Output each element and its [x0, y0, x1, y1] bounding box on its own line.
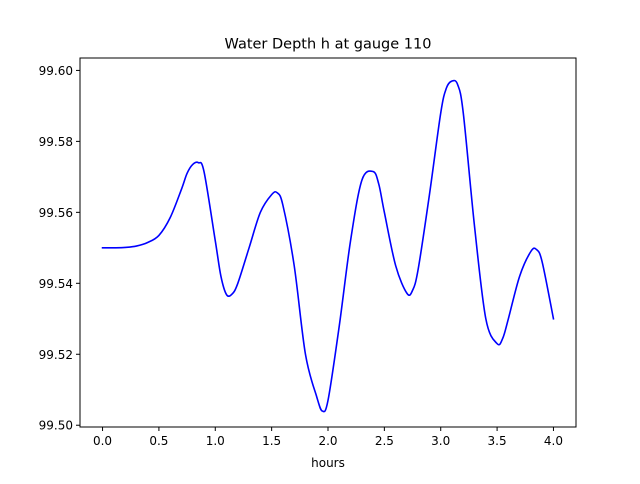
x-tick-label: 0.5 [149, 434, 168, 448]
x-tick-label: 3.5 [488, 434, 507, 448]
x-tick-label: 3.0 [431, 434, 450, 448]
plot-area: 0.0 0.5 1.0 1.5 2.0 2.5 3.0 3.5 4.0 99.50 99.52 99.… [39, 57, 577, 448]
y-tick-label: 99.56 [39, 206, 73, 220]
y-tick-label: 99.50 [39, 419, 73, 433]
x-tick-label: 1.5 [262, 434, 281, 448]
x-tick-label: 0.0 [93, 434, 112, 448]
axes-frame [79, 57, 577, 428]
y-tick-label: 99.52 [39, 348, 73, 362]
x-tick-label: 2.5 [375, 434, 394, 448]
x-tick-label: 1.0 [206, 434, 225, 448]
x-axis-label: hours [311, 456, 345, 470]
series-line-0 [101, 79, 555, 413]
y-tick-label: 99.58 [39, 135, 73, 149]
chart-title: Water Depth h at gauge 110 [225, 37, 432, 53]
x-tick-label: 4.0 [544, 434, 563, 448]
x-tick-label: 2.0 [318, 434, 337, 448]
y-tick-label: 99.54 [39, 277, 73, 291]
y-tick-label: 99.60 [39, 64, 73, 78]
